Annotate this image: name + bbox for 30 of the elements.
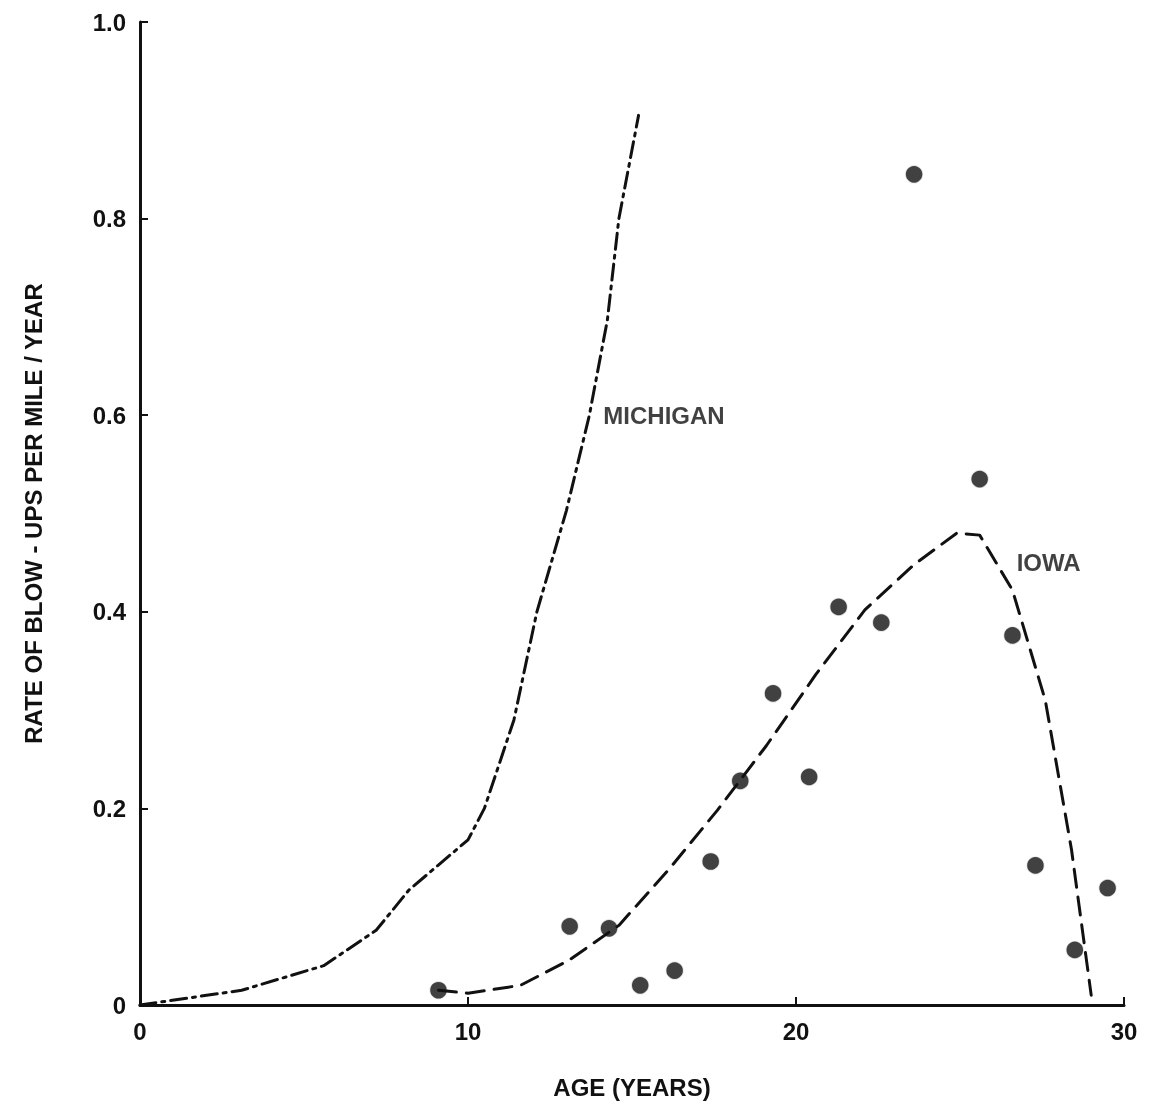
point — [1002, 625, 1023, 646]
x-tick-label: 0 — [133, 1017, 147, 1045]
point — [799, 767, 819, 787]
point — [559, 916, 580, 937]
x-tick-label: 20 — [782, 1017, 810, 1045]
point — [700, 851, 721, 872]
point — [1097, 878, 1118, 898]
point — [664, 960, 685, 981]
y-tick-label: 0.4 — [92, 598, 127, 626]
annotation: MICHIGAN — [603, 401, 725, 429]
x-tick-label: 30 — [1110, 1017, 1138, 1045]
annotation: IOWA — [1016, 549, 1081, 577]
y-axis-title: RATE OF BLOW - UPS PER MILE / YEAR — [19, 283, 47, 744]
point — [904, 164, 924, 185]
x-tick-label: 10 — [454, 1017, 482, 1045]
point — [630, 975, 650, 996]
point — [828, 597, 849, 617]
y-tick-label: 0.2 — [92, 794, 126, 822]
x-axis-title: AGE (YEARS) — [553, 1073, 711, 1101]
y-tick-label: 0.8 — [92, 205, 126, 233]
y-tick-label: 0.6 — [92, 401, 126, 429]
y-tick-label: 1.0 — [92, 8, 126, 36]
point — [599, 918, 619, 939]
point — [871, 612, 892, 633]
point — [428, 980, 449, 1000]
point — [763, 683, 783, 704]
point — [969, 469, 990, 489]
point — [1025, 855, 1046, 876]
point — [1065, 940, 1085, 960]
y-tick-label: 0 — [112, 991, 126, 1019]
